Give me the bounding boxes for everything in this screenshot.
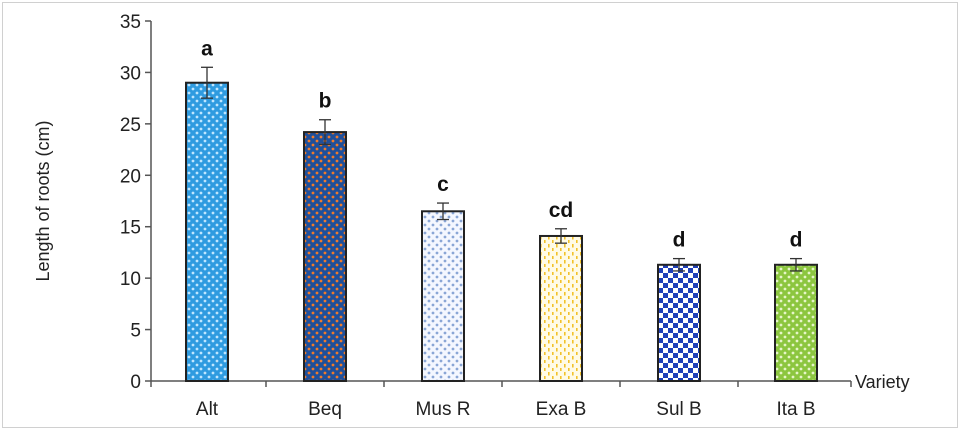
y-tick-label: 20 bbox=[120, 166, 141, 187]
x-category-label: Sul B bbox=[656, 399, 701, 420]
x-category-label: Beq bbox=[308, 399, 342, 420]
bar-ita-b bbox=[774, 263, 818, 382]
y-tick-label: 10 bbox=[120, 269, 141, 290]
bar-beq bbox=[303, 131, 347, 382]
y-axis-title: Length of roots (cm) bbox=[33, 120, 53, 281]
y-axis: 0 5 10 15 20 25 30 35 bbox=[120, 12, 152, 393]
bar-exa-b bbox=[539, 234, 583, 382]
bar-chart: Length of roots (cm) 0 5 10 15 20 25 30 35 Alt B… bbox=[33, 12, 910, 420]
y-tick-label: 35 bbox=[120, 12, 141, 33]
significance-label: d bbox=[790, 229, 803, 252]
chart-frame: Length of roots (cm) 0 5 10 15 20 25 30 35 Alt B… bbox=[2, 2, 958, 428]
significance-label: d bbox=[673, 229, 686, 252]
error-bar bbox=[319, 119, 331, 146]
x-axis: Alt Beq Mus R Exa B Sul B Ita B bbox=[150, 380, 852, 420]
error-bar bbox=[201, 66, 213, 99]
y-tick-label: 25 bbox=[120, 115, 141, 136]
bars: a b c cd d d bbox=[185, 37, 818, 382]
y-tick-label: 30 bbox=[120, 63, 141, 84]
significance-label: c bbox=[437, 173, 449, 196]
x-category-label: Exa B bbox=[536, 399, 587, 420]
x-axis-title: Variety bbox=[855, 372, 910, 392]
significance-label: b bbox=[319, 90, 332, 113]
error-bar bbox=[673, 257, 685, 272]
x-category-label: Mus R bbox=[416, 399, 471, 420]
y-tick-label: 5 bbox=[130, 321, 141, 342]
y-axis-title-group: Length of roots (cm) bbox=[33, 120, 53, 281]
significance-label: cd bbox=[549, 199, 574, 222]
x-category-label: Ita B bbox=[776, 399, 815, 420]
significance-label: a bbox=[201, 37, 213, 60]
y-tick-label: 15 bbox=[120, 218, 141, 239]
error-bar bbox=[790, 257, 802, 272]
error-bar bbox=[437, 202, 449, 221]
bar-sul-b bbox=[657, 263, 701, 382]
bar-mus-r bbox=[421, 210, 465, 382]
error-bar bbox=[555, 228, 567, 244]
bar-alt bbox=[185, 81, 229, 382]
y-tick-label: 0 bbox=[130, 372, 141, 393]
x-category-label: Alt bbox=[196, 399, 219, 420]
